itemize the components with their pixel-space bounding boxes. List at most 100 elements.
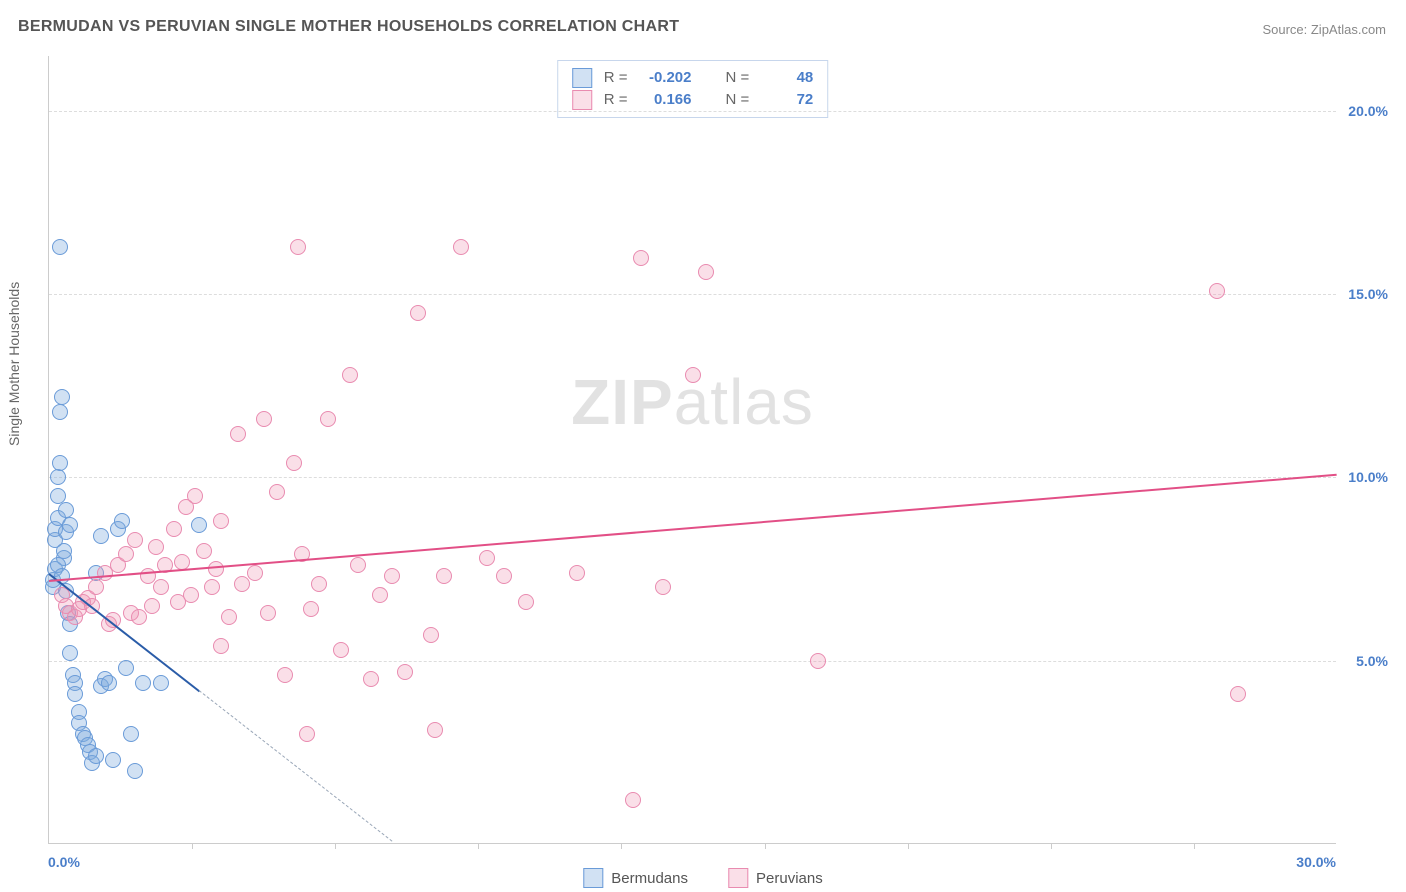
data-point bbox=[105, 752, 121, 768]
data-point bbox=[183, 587, 199, 603]
gridline bbox=[49, 477, 1336, 478]
data-point bbox=[230, 426, 246, 442]
data-point bbox=[50, 469, 66, 485]
data-point bbox=[655, 579, 671, 595]
data-point bbox=[397, 664, 413, 680]
data-point bbox=[144, 598, 160, 614]
data-point bbox=[453, 239, 469, 255]
data-point bbox=[62, 517, 78, 533]
data-point bbox=[496, 568, 512, 584]
data-point bbox=[625, 792, 641, 808]
data-point bbox=[410, 305, 426, 321]
data-point bbox=[427, 722, 443, 738]
stat-n-value: 48 bbox=[759, 67, 813, 89]
x-tick-mark bbox=[621, 843, 622, 849]
gridline bbox=[49, 111, 1336, 112]
data-point bbox=[88, 748, 104, 764]
legend-label: Bermudans bbox=[611, 870, 688, 887]
x-axis-min: 0.0% bbox=[48, 854, 80, 870]
data-point bbox=[333, 642, 349, 658]
data-point bbox=[52, 404, 68, 420]
gridline bbox=[49, 661, 1336, 662]
data-point bbox=[1230, 686, 1246, 702]
data-point bbox=[56, 543, 72, 559]
x-tick-mark bbox=[335, 843, 336, 849]
data-point bbox=[58, 502, 74, 518]
stat-r-label: R = bbox=[604, 67, 628, 89]
data-point bbox=[118, 546, 134, 562]
data-point bbox=[153, 675, 169, 691]
data-point bbox=[50, 488, 66, 504]
data-point bbox=[148, 539, 164, 555]
data-point bbox=[213, 638, 229, 654]
data-point bbox=[174, 554, 190, 570]
data-point bbox=[204, 579, 220, 595]
x-tick-mark bbox=[1051, 843, 1052, 849]
data-point bbox=[633, 250, 649, 266]
data-point bbox=[221, 609, 237, 625]
stats-row: R =0.166N =72 bbox=[572, 89, 814, 111]
x-tick-mark bbox=[908, 843, 909, 849]
data-point bbox=[127, 763, 143, 779]
trend-line bbox=[49, 474, 1337, 582]
x-tick-mark bbox=[1194, 843, 1195, 849]
data-point bbox=[384, 568, 400, 584]
legend: Bermudans Peruvians bbox=[583, 868, 822, 888]
legend-swatch bbox=[728, 868, 748, 888]
series-swatch bbox=[572, 68, 592, 88]
data-point bbox=[363, 671, 379, 687]
data-point bbox=[52, 239, 68, 255]
data-point bbox=[810, 653, 826, 669]
gridline bbox=[49, 294, 1336, 295]
data-point bbox=[101, 675, 117, 691]
x-tick-mark bbox=[478, 843, 479, 849]
data-point bbox=[178, 499, 194, 515]
data-point bbox=[299, 726, 315, 742]
data-point bbox=[269, 484, 285, 500]
series-swatch bbox=[572, 90, 592, 110]
legend-item: Bermudans bbox=[583, 868, 688, 888]
y-axis-label: Single Mother Households bbox=[6, 282, 22, 446]
data-point bbox=[290, 239, 306, 255]
y-tick-label: 5.0% bbox=[1338, 653, 1388, 669]
data-point bbox=[260, 605, 276, 621]
data-point bbox=[479, 550, 495, 566]
data-point bbox=[256, 411, 272, 427]
chart-title: BERMUDAN VS PERUVIAN SINGLE MOTHER HOUSE… bbox=[18, 18, 679, 36]
data-point bbox=[234, 576, 250, 592]
data-point bbox=[196, 543, 212, 559]
data-point bbox=[303, 601, 319, 617]
y-tick-label: 20.0% bbox=[1338, 103, 1388, 119]
data-point bbox=[127, 532, 143, 548]
trend-line bbox=[199, 690, 393, 842]
stats-row: R =-0.202N =48 bbox=[572, 67, 814, 89]
data-point bbox=[286, 455, 302, 471]
data-point bbox=[131, 609, 147, 625]
data-point bbox=[277, 667, 293, 683]
data-point bbox=[685, 367, 701, 383]
x-tick-mark bbox=[765, 843, 766, 849]
data-point bbox=[123, 726, 139, 742]
stat-n-label: N = bbox=[726, 89, 750, 111]
data-point bbox=[213, 513, 229, 529]
data-point bbox=[569, 565, 585, 581]
data-point bbox=[698, 264, 714, 280]
data-point bbox=[350, 557, 366, 573]
y-tick-label: 10.0% bbox=[1338, 469, 1388, 485]
data-point bbox=[93, 528, 109, 544]
data-point bbox=[114, 513, 130, 529]
stat-n-label: N = bbox=[726, 67, 750, 89]
data-point bbox=[67, 686, 83, 702]
x-tick-mark bbox=[192, 843, 193, 849]
correlation-stats-box: R =-0.202N =48R =0.166N =72 bbox=[557, 60, 829, 118]
data-point bbox=[135, 675, 151, 691]
source-attribution: Source: ZipAtlas.com bbox=[1262, 22, 1386, 37]
data-point bbox=[54, 389, 70, 405]
legend-item: Peruvians bbox=[728, 868, 823, 888]
y-tick-label: 15.0% bbox=[1338, 286, 1388, 302]
data-point bbox=[62, 645, 78, 661]
data-point bbox=[191, 517, 207, 533]
data-point bbox=[52, 455, 68, 471]
data-point bbox=[118, 660, 134, 676]
data-point bbox=[153, 579, 169, 595]
